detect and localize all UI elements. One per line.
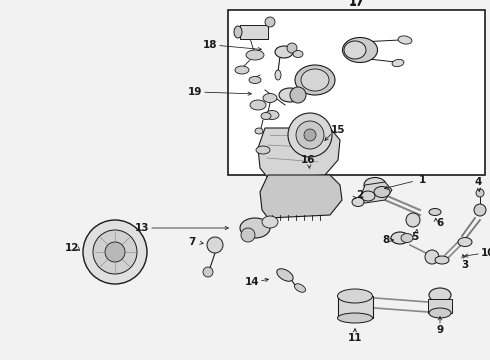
Ellipse shape bbox=[364, 177, 386, 193]
Text: 19: 19 bbox=[188, 87, 202, 97]
Text: 18: 18 bbox=[203, 40, 217, 50]
Ellipse shape bbox=[429, 208, 441, 216]
Ellipse shape bbox=[263, 94, 277, 103]
Bar bbox=[428, 299, 452, 313]
Text: 2: 2 bbox=[356, 190, 364, 200]
Ellipse shape bbox=[275, 70, 281, 80]
Circle shape bbox=[296, 121, 324, 149]
Ellipse shape bbox=[235, 66, 249, 74]
Text: 7: 7 bbox=[188, 237, 196, 247]
Text: 13: 13 bbox=[135, 223, 149, 233]
Text: 11: 11 bbox=[348, 333, 362, 343]
Ellipse shape bbox=[374, 186, 390, 198]
Ellipse shape bbox=[401, 234, 413, 243]
Bar bbox=[228, 10, 485, 175]
Circle shape bbox=[207, 237, 223, 253]
Text: 14: 14 bbox=[245, 277, 259, 287]
Ellipse shape bbox=[279, 88, 301, 102]
Ellipse shape bbox=[435, 256, 449, 264]
Ellipse shape bbox=[338, 313, 372, 323]
Ellipse shape bbox=[250, 100, 266, 110]
Circle shape bbox=[406, 213, 420, 227]
Circle shape bbox=[304, 129, 316, 141]
Bar bbox=[240, 25, 268, 39]
Ellipse shape bbox=[429, 288, 451, 302]
Ellipse shape bbox=[234, 26, 242, 38]
Polygon shape bbox=[260, 175, 342, 218]
Circle shape bbox=[425, 250, 439, 264]
Ellipse shape bbox=[261, 112, 271, 120]
Ellipse shape bbox=[265, 111, 279, 120]
Ellipse shape bbox=[277, 269, 293, 281]
Circle shape bbox=[203, 267, 213, 277]
Ellipse shape bbox=[391, 232, 409, 244]
Ellipse shape bbox=[255, 128, 263, 134]
Text: 15: 15 bbox=[331, 125, 345, 135]
Ellipse shape bbox=[256, 146, 270, 154]
Ellipse shape bbox=[344, 41, 366, 59]
Ellipse shape bbox=[429, 308, 451, 318]
Circle shape bbox=[290, 87, 306, 103]
Ellipse shape bbox=[294, 284, 305, 292]
Circle shape bbox=[83, 220, 147, 284]
Text: 3: 3 bbox=[462, 260, 468, 270]
Ellipse shape bbox=[458, 238, 472, 247]
Circle shape bbox=[288, 113, 332, 157]
Text: 5: 5 bbox=[412, 232, 418, 242]
Circle shape bbox=[93, 230, 137, 274]
Ellipse shape bbox=[352, 198, 364, 207]
Text: 8: 8 bbox=[382, 235, 390, 245]
Ellipse shape bbox=[275, 46, 293, 58]
Circle shape bbox=[476, 189, 484, 197]
Ellipse shape bbox=[240, 218, 270, 238]
Text: 17: 17 bbox=[349, 0, 364, 8]
Text: 1: 1 bbox=[418, 175, 426, 185]
Ellipse shape bbox=[249, 77, 261, 84]
Ellipse shape bbox=[293, 50, 303, 58]
Text: 12: 12 bbox=[65, 243, 79, 253]
Ellipse shape bbox=[392, 59, 404, 67]
Circle shape bbox=[287, 43, 297, 53]
Ellipse shape bbox=[338, 289, 372, 303]
Text: 6: 6 bbox=[437, 218, 443, 228]
Circle shape bbox=[265, 17, 275, 27]
Text: 10: 10 bbox=[481, 248, 490, 258]
Ellipse shape bbox=[301, 69, 329, 91]
Circle shape bbox=[241, 228, 255, 242]
Text: 9: 9 bbox=[437, 325, 443, 335]
Ellipse shape bbox=[398, 36, 412, 44]
Circle shape bbox=[474, 204, 486, 216]
Bar bbox=[338, 296, 373, 318]
Text: 17: 17 bbox=[349, 0, 364, 7]
Ellipse shape bbox=[343, 37, 377, 63]
Text: 16: 16 bbox=[301, 155, 315, 165]
Ellipse shape bbox=[246, 50, 264, 60]
Polygon shape bbox=[258, 128, 340, 178]
Polygon shape bbox=[358, 182, 392, 203]
Text: 4: 4 bbox=[474, 177, 482, 187]
Ellipse shape bbox=[295, 65, 335, 95]
Ellipse shape bbox=[262, 216, 278, 228]
Circle shape bbox=[105, 242, 125, 262]
Ellipse shape bbox=[361, 191, 375, 201]
